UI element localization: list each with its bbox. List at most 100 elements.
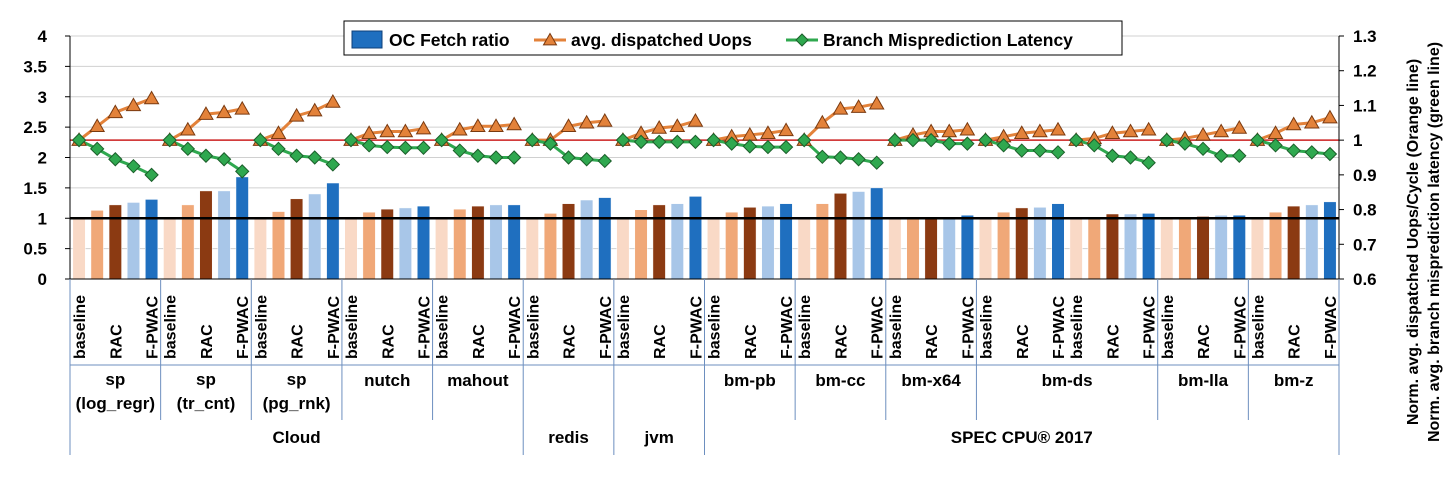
branch-marker [1159,132,1174,148]
bar [852,191,866,280]
branch-marker [1177,136,1193,151]
branch-marker [380,139,395,155]
bar [725,211,739,280]
branch-marker [543,136,558,151]
bar [126,202,140,280]
bar [779,203,793,280]
uops-marker [1303,114,1320,129]
variant-label: RAC [290,324,307,359]
branch-marker [343,132,359,148]
bar [1160,218,1174,280]
variant-label: baseline [1250,295,1267,359]
uops-marker [651,119,668,134]
branch-marker [235,164,250,179]
uops-marker [1032,123,1048,138]
variant-label: F-PWAC [960,295,977,359]
left-tick-label: 3.5 [23,57,47,76]
bar [435,218,449,280]
bar [271,211,285,280]
variant-label: RAC [1287,324,1304,359]
uops-marker [1213,123,1230,138]
benchmark-label: mahout [447,371,509,390]
uops-marker [814,114,831,129]
variant-label: RAC [652,324,669,359]
category-labels: baseline RAC F-PWAC baseline RAC F-PWAC baseli… [69,279,1340,455]
variant-label: F-PWAC [1232,295,1249,359]
bars [72,176,1337,280]
bar [253,218,267,280]
variant-label: RAC [1015,324,1032,359]
variant-label: RAC [380,324,397,359]
bar [163,218,177,280]
uops-marker [578,114,595,129]
bar [924,218,938,280]
bar [507,204,521,280]
reference-lines [70,139,1339,220]
bar [326,182,340,280]
uops-marker [1195,126,1211,141]
branch-marker [470,148,486,163]
branch-marker [833,150,848,165]
branch-marker [942,136,957,151]
group-label: Cloud [273,428,321,447]
right-tick-label: 0.6 [1353,270,1377,289]
branch-marker [525,132,540,148]
bar [1250,218,1264,280]
branch-marker [1068,132,1084,148]
variant-label: baseline [1160,295,1177,359]
bar [108,204,122,280]
uops-marker [306,102,323,117]
variant-label: F-PWAC [507,295,524,359]
variant-label: RAC [743,324,760,359]
bar [978,218,992,280]
bar [1051,203,1065,280]
variant-label: baseline [707,295,724,359]
branch-marker [797,132,812,148]
branch-marker [416,140,431,155]
branch-marker [1105,148,1120,163]
branch-marker [633,134,649,150]
branch-marker [1304,145,1320,160]
benchmark-label: bm-pb [724,371,776,390]
uops-marker [959,121,976,136]
branch-marker [561,150,576,165]
variant-label: RAC [199,324,216,359]
uops-marker [560,118,577,133]
branch-marker [253,132,268,148]
variant-label: baseline [253,295,270,359]
benchmark-label: nutch [364,371,410,390]
bar [1178,218,1192,280]
bar [1069,218,1083,280]
uops-marker [451,121,468,136]
uops-marker [687,113,704,127]
branch-marker [815,149,830,165]
uops-marker [179,121,196,136]
variant-label: RAC [562,324,579,359]
branch-marker [724,136,739,151]
variant-label: baseline [163,295,180,359]
legend-swatch-bar [351,30,383,49]
bar [145,199,159,280]
variant-label: F-PWAC [870,295,887,359]
variant-label: F-PWAC [235,295,252,359]
variant-label: F-PWAC [145,295,162,359]
variant-label: RAC [108,324,125,359]
uops-marker [143,90,160,105]
right-tick-label: 1.3 [1353,27,1377,46]
branch-marker [1014,143,1029,158]
bar [1105,213,1119,280]
branch-marker [1141,155,1156,170]
variant-label: F-PWAC [1323,295,1340,359]
branch-marker [325,157,341,172]
variant-label: F-PWAC [1142,295,1159,359]
branch-marker [1087,138,1102,153]
variant-label: RAC [1105,324,1122,359]
bar [997,211,1011,280]
branch-marker [398,140,413,155]
branch-marker [742,139,758,154]
branch-marker [71,132,87,148]
benchmark-label: sp [105,370,125,389]
branch-marker [162,132,177,148]
branch-marker [271,141,286,157]
